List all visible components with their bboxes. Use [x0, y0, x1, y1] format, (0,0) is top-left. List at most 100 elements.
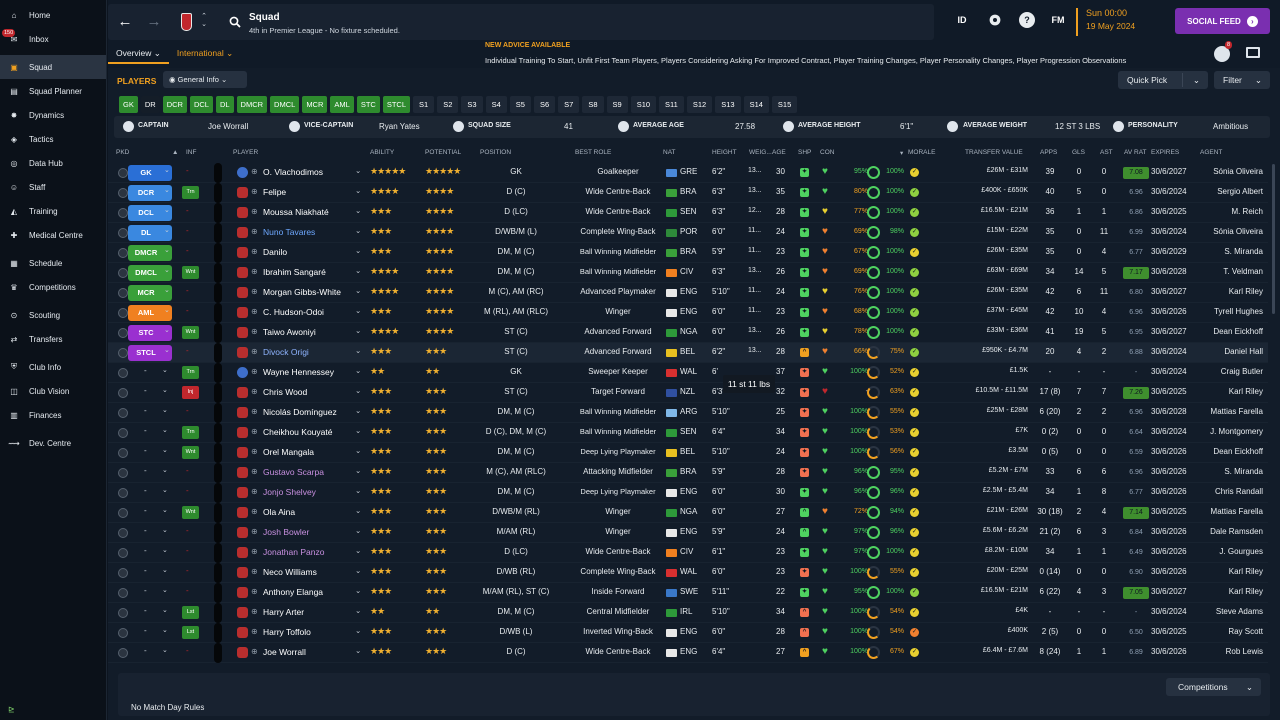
player-menu-icon[interactable]: ⊕ — [251, 247, 258, 256]
pkd-checkbox[interactable] — [118, 528, 128, 538]
position-selector[interactable]: DMCR — [128, 245, 172, 261]
filter-s11[interactable]: S11 — [659, 96, 684, 113]
chevron-down-icon[interactable]: ⌄ — [162, 587, 168, 594]
agent-name[interactable]: Karl Riley — [1228, 287, 1263, 296]
filter-s13[interactable]: S13 — [715, 96, 741, 113]
player-name[interactable]: Divock Origi — [263, 347, 309, 357]
chevron-down-icon[interactable]: ⌄ — [164, 287, 170, 294]
table-row[interactable]: - ⌄ Lst ⊕ Harry Toffolo ⌄ ★★★ ★★★ D/WB (L) Invert… — [108, 623, 1268, 643]
sidebar-item-medical-centre[interactable]: ✚ Medical Centre — [0, 223, 106, 247]
agent-name[interactable]: Ray Scott — [1228, 627, 1263, 636]
position-empty[interactable]: - — [144, 366, 147, 375]
agent-name[interactable]: Dean Eickhoff — [1213, 327, 1263, 336]
filter-s14[interactable]: S14 — [743, 96, 769, 113]
table-row[interactable]: - ⌄ Lst ⊕ Harry Arter ⌄ ★★ ★★ DM, M (C) Central M… — [108, 603, 1268, 623]
chevron-down-icon[interactable]: ⌄ — [164, 167, 170, 174]
position-empty[interactable]: - — [144, 606, 147, 615]
player-name[interactable]: Wayne Hennessey — [263, 367, 335, 377]
table-row[interactable]: - ⌄ - ⊕ Josh Bowler ⌄ ★★★ ★★★ M/AM (RL) Winger ENG… — [108, 523, 1268, 543]
table-row[interactable]: DMCR ⌄ - ⊕ Danilo ⌄ ★★★ ★★★★ DM, M (C) Ball Winni… — [108, 243, 1268, 263]
position-empty[interactable]: - — [144, 466, 147, 475]
position-empty[interactable]: - — [144, 646, 147, 655]
sidebar-item-finances[interactable]: ▥ Finances — [0, 403, 106, 427]
chevron-down-icon[interactable]: ⌄ — [162, 467, 168, 474]
col-agent[interactable]: AGENT — [1200, 149, 1223, 156]
col-inf[interactable]: INF — [186, 149, 197, 156]
help-button[interactable]: ? — [1019, 12, 1035, 28]
tab-international[interactable]: International ⌄ — [176, 48, 234, 58]
search-icon[interactable] — [229, 16, 241, 28]
player-menu-icon[interactable]: ⊕ — [251, 227, 258, 236]
player-menu-icon[interactable]: ⊕ — [251, 627, 258, 636]
table-row[interactable]: - ⌄ - ⊕ Jonjo Shelvey ⌄ ★★★ ★★★ DM, M (C) Deep Ly… — [108, 483, 1268, 503]
expand-chevron-icon[interactable]: ⌄ — [355, 206, 362, 215]
sidebar-item-dev-centre[interactable]: ⟿ Dev. Centre — [0, 431, 106, 455]
filter-s6[interactable]: S6 — [533, 96, 556, 113]
player-menu-icon[interactable]: ⊕ — [251, 207, 258, 216]
sidebar-item-home[interactable]: ⌂ Home — [0, 3, 106, 27]
col-expires[interactable]: EXPIRES — [1151, 149, 1180, 156]
agent-name[interactable]: Mattias Farella — [1210, 407, 1263, 416]
filter-aml[interactable]: AML — [330, 96, 354, 113]
agent-name[interactable]: Rob Lewis — [1225, 647, 1263, 656]
table-row[interactable]: - ⌄ - ⊕ Gustavo Scarpa ⌄ ★★★ ★★★ M (C), AM (RLC)… — [108, 463, 1268, 483]
filter-s2[interactable]: S2 — [437, 96, 459, 113]
expand-chevron-icon[interactable]: ⌄ — [355, 646, 362, 655]
filter-dcl[interactable]: DCL — [189, 96, 213, 113]
chevron-down-icon[interactable]: ⌄ — [162, 547, 168, 554]
col-apps[interactable]: APPS — [1040, 149, 1058, 156]
col-sort-icon[interactable]: ▲ — [172, 149, 179, 156]
player-name[interactable]: Harry Arter — [263, 607, 305, 617]
expand-chevron-icon[interactable]: ⌄ — [355, 326, 362, 335]
table-row[interactable]: - ⌄ - ⊕ Anthony Elanga ⌄ ★★★ ★★★ M/AM (RL), ST (… — [108, 583, 1268, 603]
filter-mcr[interactable]: MCR — [302, 96, 328, 113]
chevron-down-icon[interactable]: ⌄ — [1192, 75, 1200, 85]
player-name[interactable]: Orel Mangala — [263, 447, 315, 457]
player-name[interactable]: Anthony Elanga — [263, 587, 324, 597]
chevron-down-icon[interactable]: ⌄ — [162, 387, 168, 394]
player-name[interactable]: Taiwo Awoniyi — [263, 327, 316, 337]
col-pkd[interactable]: PKD — [116, 149, 130, 156]
player-menu-icon[interactable]: ⊕ — [251, 467, 258, 476]
expand-chevron-icon[interactable]: ⌄ — [355, 546, 362, 555]
position-empty[interactable]: - — [144, 486, 147, 495]
table-row[interactable]: - ⌄ Trn ⊕ Cheikhou Kouyaté ⌄ ★★★ ★★★ D (C), DM, … — [108, 423, 1268, 443]
pkd-checkbox[interactable] — [118, 308, 128, 318]
position-empty[interactable]: - — [144, 426, 147, 435]
advice-title[interactable]: NEW ADVICE AVAILABLE — [485, 42, 571, 49]
agent-name[interactable]: Dale Ramsden — [1210, 527, 1263, 536]
chevron-down-icon[interactable]: ⌄ — [162, 507, 168, 514]
pkd-checkbox[interactable] — [118, 508, 128, 518]
agent-name[interactable]: Tyrell Hughes — [1214, 307, 1263, 316]
expand-chevron-icon[interactable]: ⌄ — [355, 406, 362, 415]
agent-name[interactable]: Steve Adams — [1215, 607, 1263, 616]
pkd-checkbox[interactable] — [118, 208, 128, 218]
agent-name[interactable]: Craig Butler — [1220, 367, 1263, 376]
sidebar-item-scouting[interactable]: ⊙ Scouting — [0, 303, 106, 327]
expand-chevron-icon[interactable]: ⌄ — [355, 346, 362, 355]
chevron-down-icon[interactable]: ⌄ — [162, 407, 168, 414]
date-widget[interactable]: Sun 00:00 19 May 2024 — [1076, 8, 1156, 36]
table-row[interactable]: STC ⌄ Wnt ⊕ Taiwo Awoniyi ⌄ ★★★★ ★★★★ ST (C) Adva… — [108, 323, 1268, 343]
filter-s8[interactable]: S8 — [582, 96, 604, 113]
player-name[interactable]: Joe Worrall — [263, 647, 306, 657]
club-crest-icon[interactable] — [181, 13, 192, 31]
player-menu-icon[interactable]: ⊕ — [251, 307, 258, 316]
position-empty[interactable]: - — [144, 406, 147, 415]
pkd-checkbox[interactable] — [118, 288, 128, 298]
pkd-checkbox[interactable] — [118, 428, 128, 438]
player-name[interactable]: Ola Aina — [263, 507, 296, 517]
chevron-down-icon[interactable]: ⌄ — [162, 647, 168, 654]
expand-chevron-icon[interactable]: ⌄ — [355, 526, 362, 535]
filter-s3[interactable]: S3 — [461, 96, 483, 113]
col-nat[interactable]: NAT — [663, 149, 676, 156]
table-row[interactable]: - ⌄ Inj ⊕ Chris Wood ⌄ ★★★ ★★★ ST (C) Target Forw… — [108, 383, 1268, 403]
pkd-checkbox[interactable] — [118, 448, 128, 458]
id-button[interactable]: ID — [957, 15, 967, 25]
fm-menu-button[interactable]: FM — [1051, 15, 1065, 25]
position-empty[interactable]: - — [144, 386, 147, 395]
filter-s1[interactable]: S1 — [413, 96, 435, 113]
chevron-down-icon[interactable]: ⌄ — [164, 227, 170, 234]
social-feed-button[interactable]: SOCIAL FEED › — [1175, 8, 1270, 34]
player-name[interactable]: Moussa Niakhaté — [263, 207, 329, 217]
